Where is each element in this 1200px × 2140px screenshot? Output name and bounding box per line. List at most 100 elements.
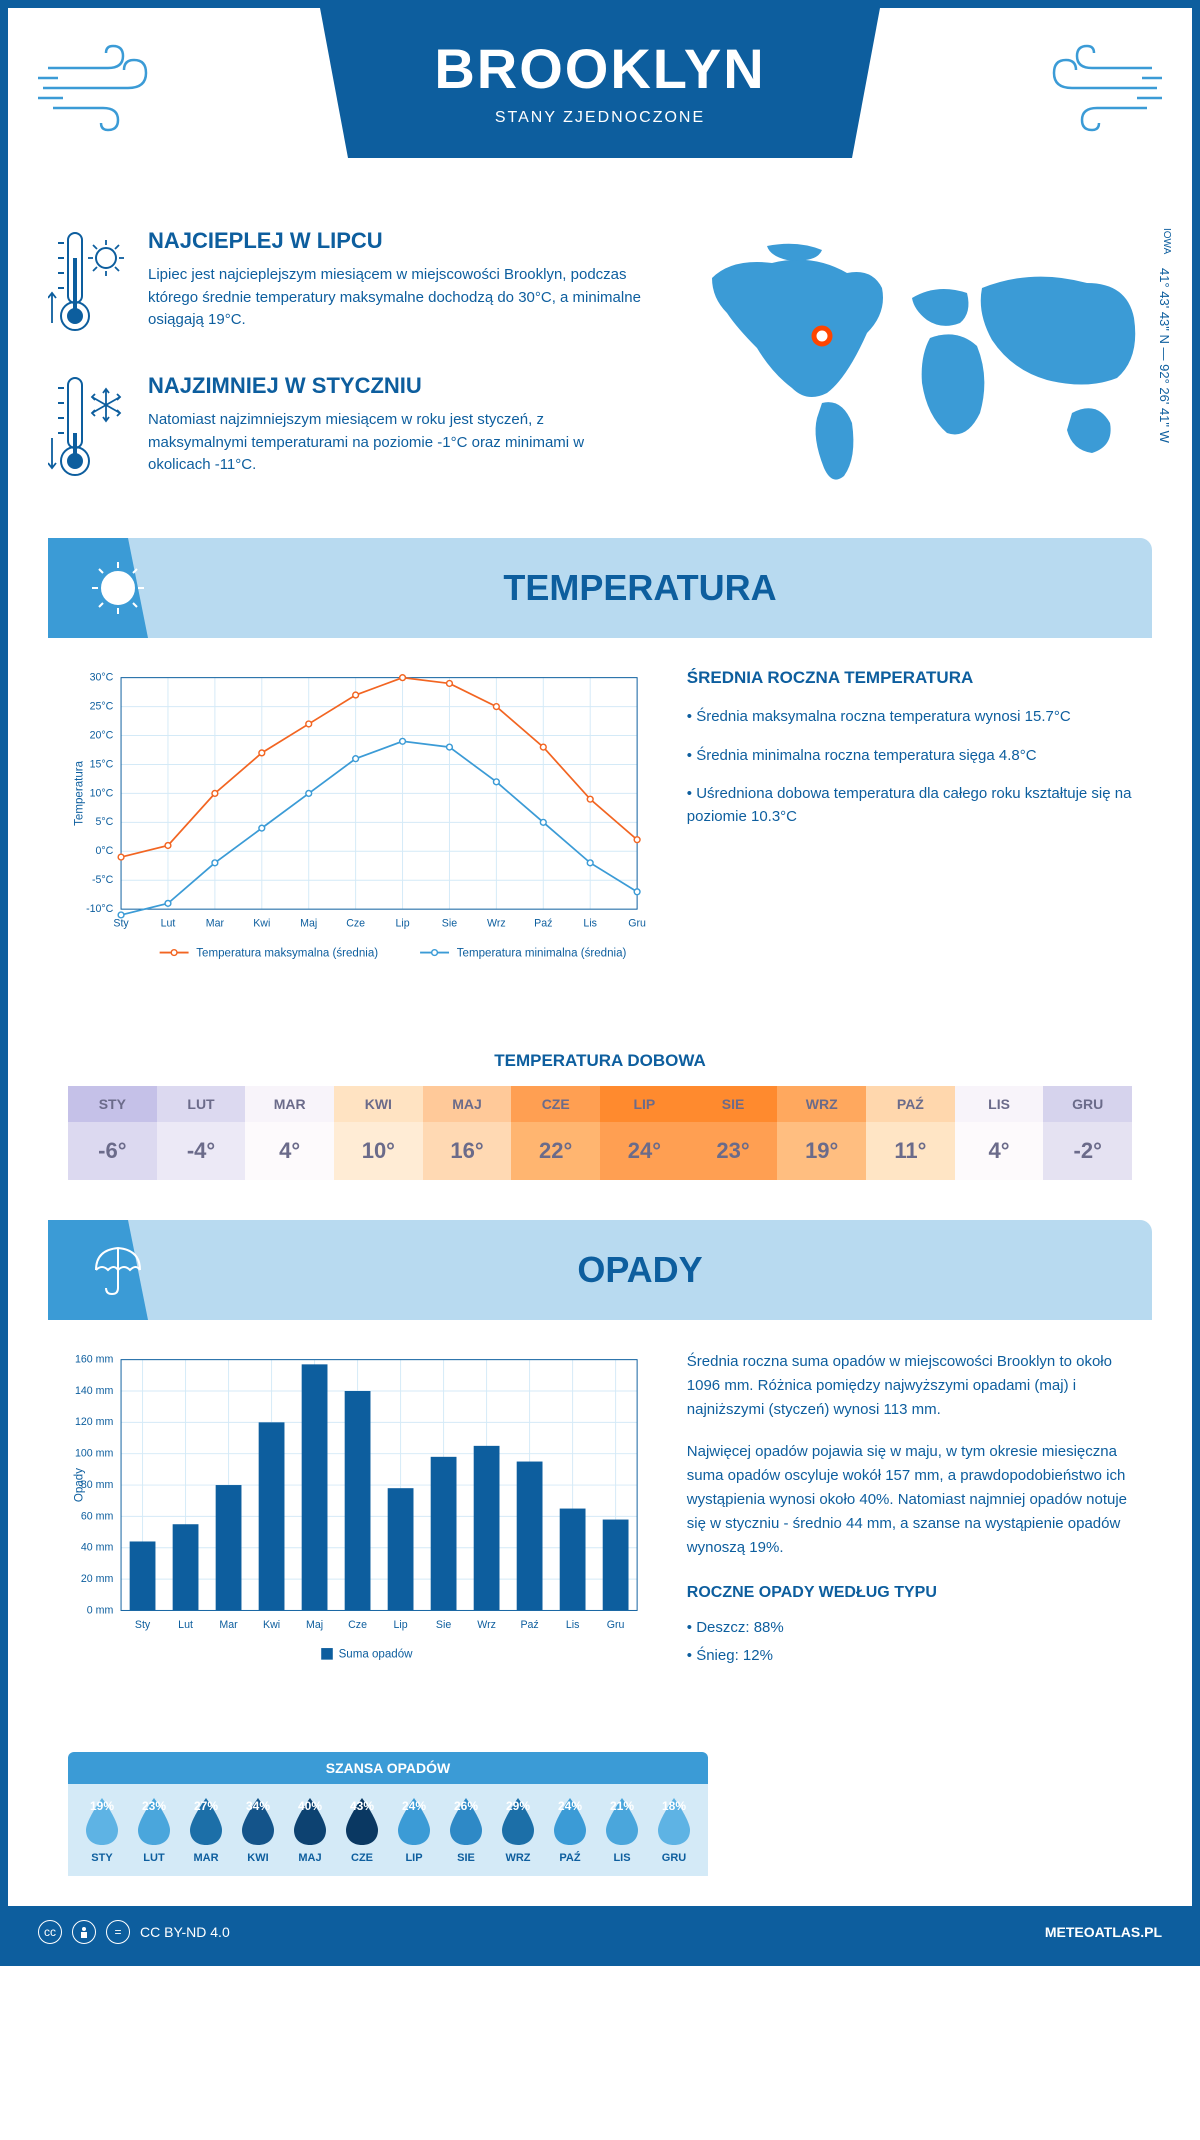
svg-text:Lis: Lis [566,1619,580,1631]
temperature-title: TEMPERATURA [168,567,1112,609]
svg-text:Lis: Lis [583,918,597,930]
daily-cell: KWI10° [334,1086,423,1180]
drop-cell: 26%SIE [440,1796,492,1864]
coordinates: 41° 43' 43" N — 92° 26' 41" W [1157,268,1172,443]
coldest-block: NAJZIMNIEJ W STYCZNIU Natomiast najzimni… [48,373,642,488]
thermometer-hot-icon [48,228,128,343]
precip-snow: • Śnieg: 12% [687,1644,1132,1668]
drop-cell: 18%GRU [648,1796,700,1864]
svg-text:-5°C: -5°C [92,874,114,886]
svg-text:Paź: Paź [520,1619,538,1631]
daily-cell: PAŹ11° [866,1086,955,1180]
svg-text:0 mm: 0 mm [87,1604,114,1616]
avg-temp-bullet-1: • Średnia maksymalna roczna temperatura … [687,706,1132,729]
svg-text:60 mm: 60 mm [81,1510,114,1522]
precip-para-2: Najwięcej opadów pojawia się w maju, w t… [687,1440,1132,1560]
cold-text: Natomiast najzimniejszym miesiącem w rok… [148,409,642,477]
daily-cell: LIS4° [955,1086,1044,1180]
svg-text:Sty: Sty [113,918,129,930]
svg-text:140 mm: 140 mm [75,1385,113,1397]
svg-text:160 mm: 160 mm [75,1354,113,1366]
country-name: STANY ZJEDNOCZONE [320,109,880,127]
city-name: BROOKLYN [320,36,880,101]
svg-text:Cze: Cze [346,918,365,930]
drop-cell: 29%WRZ [492,1796,544,1864]
site-label: METEOATLAS.PL [1045,1924,1162,1940]
drop-cell: 27%MAR [180,1796,232,1864]
svg-text:Gru: Gru [607,1619,625,1631]
svg-text:25°C: 25°C [90,700,114,712]
precip-rain: • Deszcz: 88% [687,1616,1132,1640]
svg-text:Lut: Lut [178,1619,193,1631]
avg-temp-bullet-2: • Średnia minimalna roczna temperatura s… [687,745,1132,768]
svg-text:Wrz: Wrz [477,1619,496,1631]
cold-title: NAJZIMNIEJ W STYCZNIU [148,373,642,399]
daily-cell: GRU-2° [1043,1086,1132,1180]
cc-icon: cc [38,1920,62,1944]
drop-cell: 23%LUT [128,1796,180,1864]
svg-text:Temperatura maksymalna (średni: Temperatura maksymalna (średnia) [196,947,378,959]
precipitation-title: OPADY [168,1249,1112,1291]
svg-text:Paź: Paź [534,918,552,930]
drop-cell: 24%LIP [388,1796,440,1864]
daily-cell: CZE22° [511,1086,600,1180]
svg-text:Maj: Maj [300,918,317,930]
thermometer-cold-icon [48,373,128,488]
precipitation-chance-panel: SZANSA OPADÓW 19%STY23%LUT27%MAR34%KWI40… [68,1752,708,1876]
svg-text:40 mm: 40 mm [81,1542,114,1554]
sun-icon [88,558,148,618]
title-banner: BROOKLYN STANY ZJEDNOCZONE [320,8,880,158]
svg-text:Temperatura: Temperatura [73,760,85,825]
svg-text:10°C: 10°C [90,787,114,799]
svg-text:5°C: 5°C [96,816,114,828]
svg-text:Maj: Maj [306,1619,323,1631]
svg-text:Lip: Lip [394,1619,408,1631]
svg-text:Sie: Sie [436,1619,451,1631]
wind-icon-right [1022,38,1162,138]
daily-cell: WRZ19° [777,1086,866,1180]
svg-text:Temperatura minimalna (średnia: Temperatura minimalna (średnia) [457,947,627,959]
svg-text:Sty: Sty [135,1619,151,1631]
svg-text:Suma opadów: Suma opadów [339,1649,414,1661]
svg-text:Sie: Sie [442,918,457,930]
drop-cell: 40%MAJ [284,1796,336,1864]
svg-text:Wrz: Wrz [487,918,506,930]
daily-temp-title: TEMPERATURA DOBOWA [8,1051,1192,1071]
hot-text: Lipiec jest najcieplejszym miesiącem w m… [148,264,642,332]
by-icon [72,1920,96,1944]
daily-cell: LUT-4° [157,1086,246,1180]
daily-cell: MAR4° [245,1086,334,1180]
svg-text:20°C: 20°C [90,729,114,741]
header: BROOKLYN STANY ZJEDNOCZONE [8,8,1192,208]
svg-text:Kwi: Kwi [263,1619,280,1631]
svg-text:30°C: 30°C [90,672,114,684]
drop-cell: 21%LIS [596,1796,648,1864]
precip-para-1: Średnia roczna suma opadów w miejscowośc… [687,1350,1132,1422]
nd-icon: = [106,1920,130,1944]
svg-text:20 mm: 20 mm [81,1573,114,1585]
svg-text:120 mm: 120 mm [75,1416,113,1428]
svg-text:100 mm: 100 mm [75,1448,113,1460]
precipitation-bar-chart: 0 mm 20 mm 40 mm 60 mm 80 mm 100 mm 120 mm 140 … [68,1350,647,1702]
temperature-section-header: TEMPERATURA [48,538,1152,638]
daily-temp-table: STY-6°LUT-4°MAR4°KWI10°MAJ16°CZE22°LIP24… [68,1086,1132,1180]
daily-cell: LIP24° [600,1086,689,1180]
svg-text:15°C: 15°C [90,758,114,770]
license-text: CC BY-ND 4.0 [140,1924,230,1940]
state-label: IOWA [1161,228,1172,254]
svg-text:Lip: Lip [395,918,409,930]
precipitation-section-header: OPADY [48,1220,1152,1320]
hottest-block: NAJCIEPLEJ W LIPCU Lipiec jest najcieple… [48,228,642,343]
svg-text:-10°C: -10°C [86,903,114,915]
svg-text:80 mm: 80 mm [81,1479,114,1491]
svg-text:Mar: Mar [206,918,225,930]
footer: cc = CC BY-ND 4.0 METEOATLAS.PL [8,1906,1192,1958]
umbrella-icon [88,1240,148,1300]
svg-text:Kwi: Kwi [253,918,270,930]
svg-text:0°C: 0°C [96,845,114,857]
precip-type-heading: ROCZNE OPADY WEDŁUG TYPU [687,1580,1132,1606]
hot-title: NAJCIEPLEJ W LIPCU [148,228,642,254]
svg-text:Mar: Mar [219,1619,238,1631]
drops-title: SZANSA OPADÓW [68,1752,708,1784]
drop-cell: 19%STY [76,1796,128,1864]
